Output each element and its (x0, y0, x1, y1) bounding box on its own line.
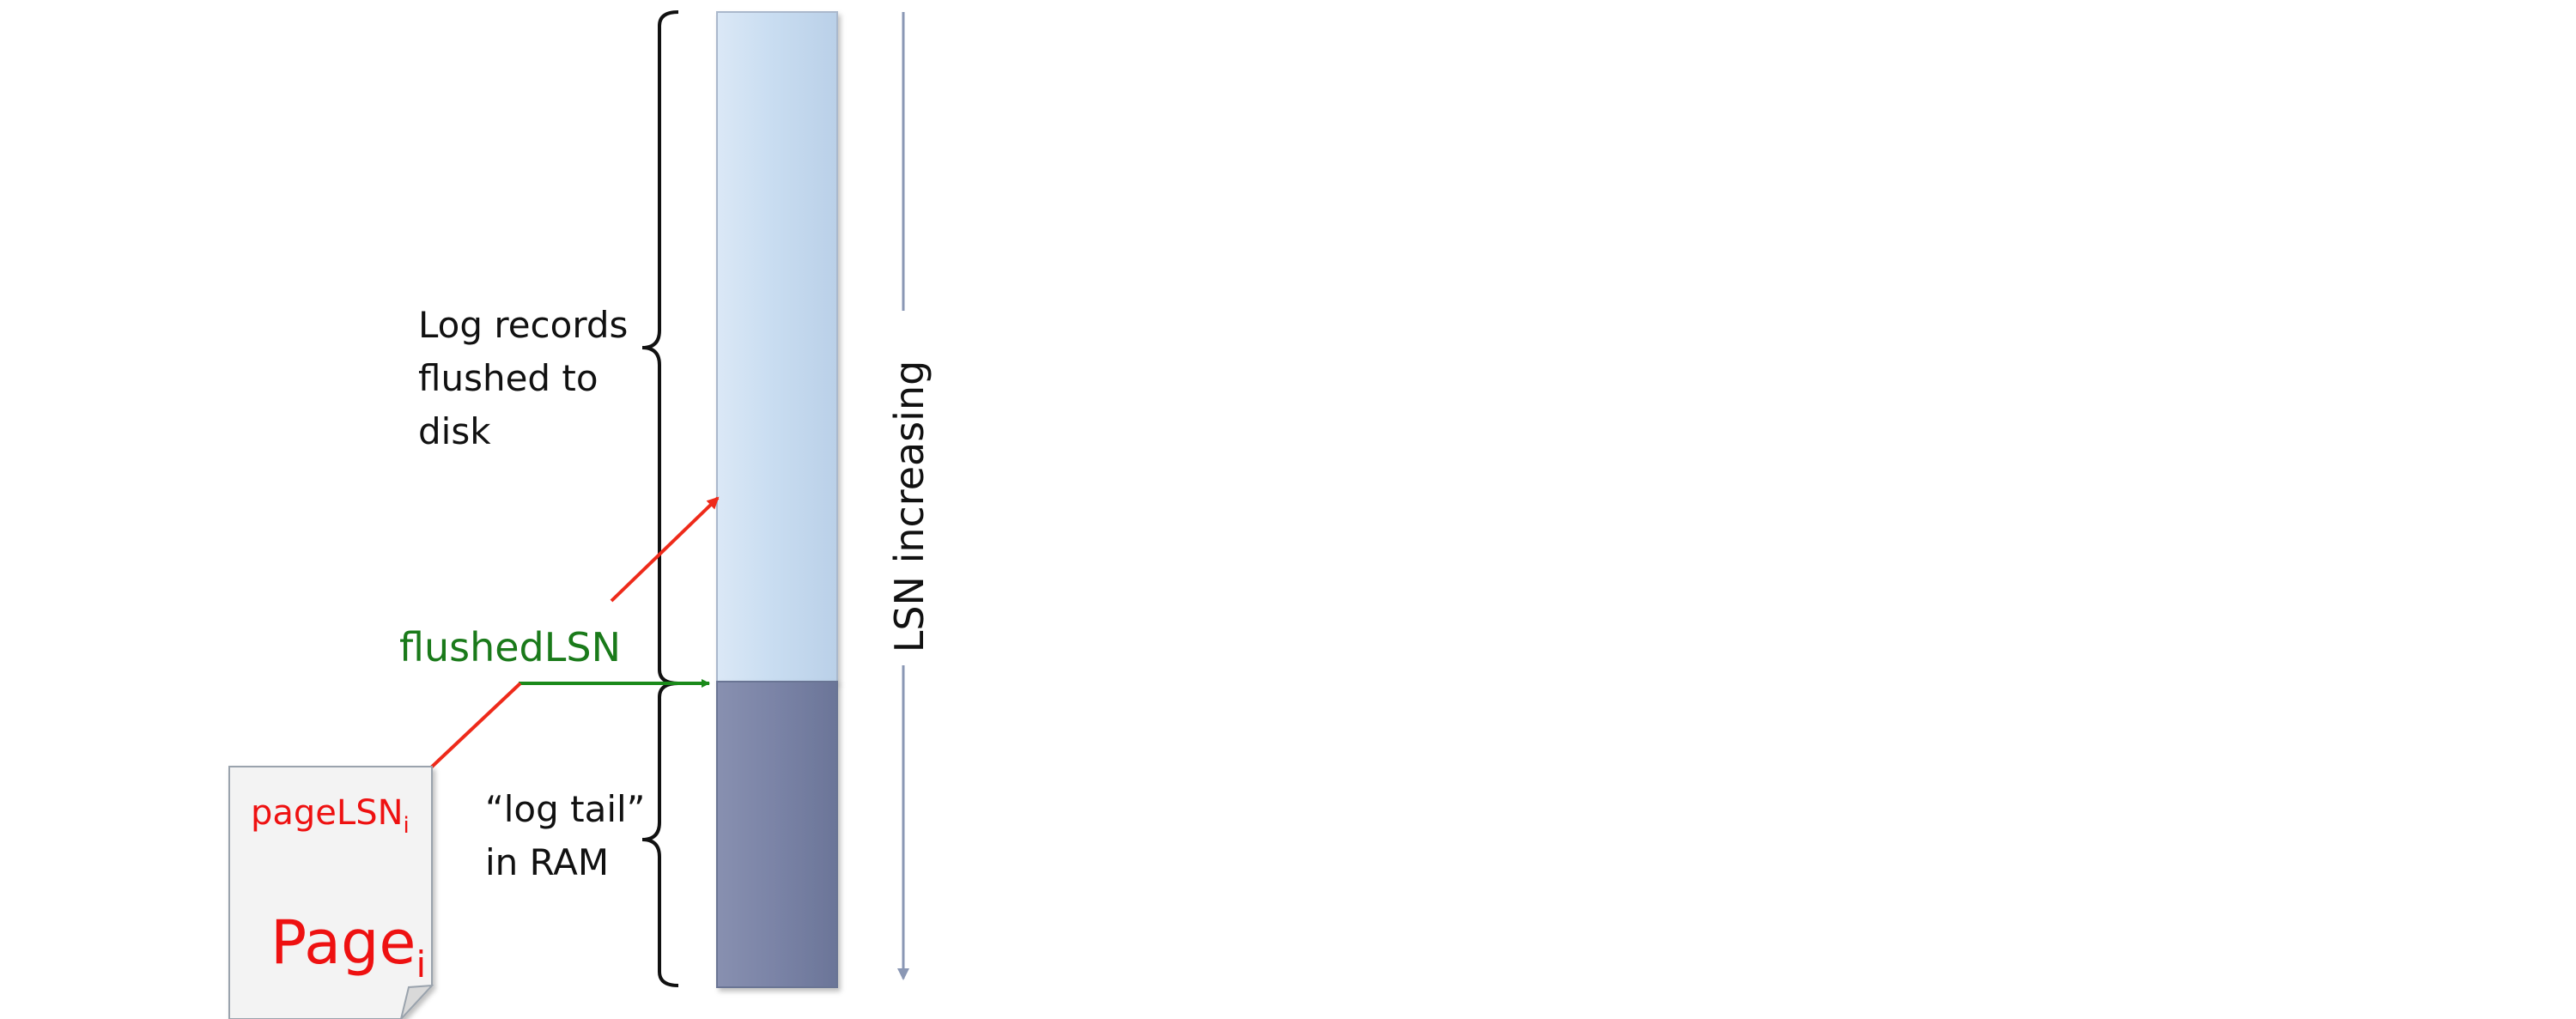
log-tail-segment (716, 681, 838, 988)
page-document (228, 766, 434, 1019)
page-text: Page (270, 907, 416, 978)
flushed-lsn-label: flushedLSN (399, 624, 621, 670)
page-subscript: i (416, 943, 426, 986)
flushed-records-line2: flushed to (418, 357, 598, 399)
page-lsn-text: pageLSN (251, 793, 404, 833)
log-tail-line2: in RAM (485, 841, 609, 883)
flushed-records-line3: disk (418, 410, 491, 452)
log-flushed-segment (716, 11, 838, 682)
flushed-records-line1: Log records (418, 304, 628, 346)
page-lsn-subscript: i (404, 813, 410, 839)
flushed-lsn-pointer-arrow (610, 496, 720, 603)
page-lsn-label: pageLSNi (251, 793, 410, 839)
lsn-increasing-label: LSN increasing (886, 361, 933, 653)
brace-flushed (641, 10, 679, 685)
brace-log-tail (641, 682, 679, 987)
log-tail-line1: “log tail” (485, 788, 645, 830)
page-label: Pagei (270, 907, 426, 986)
